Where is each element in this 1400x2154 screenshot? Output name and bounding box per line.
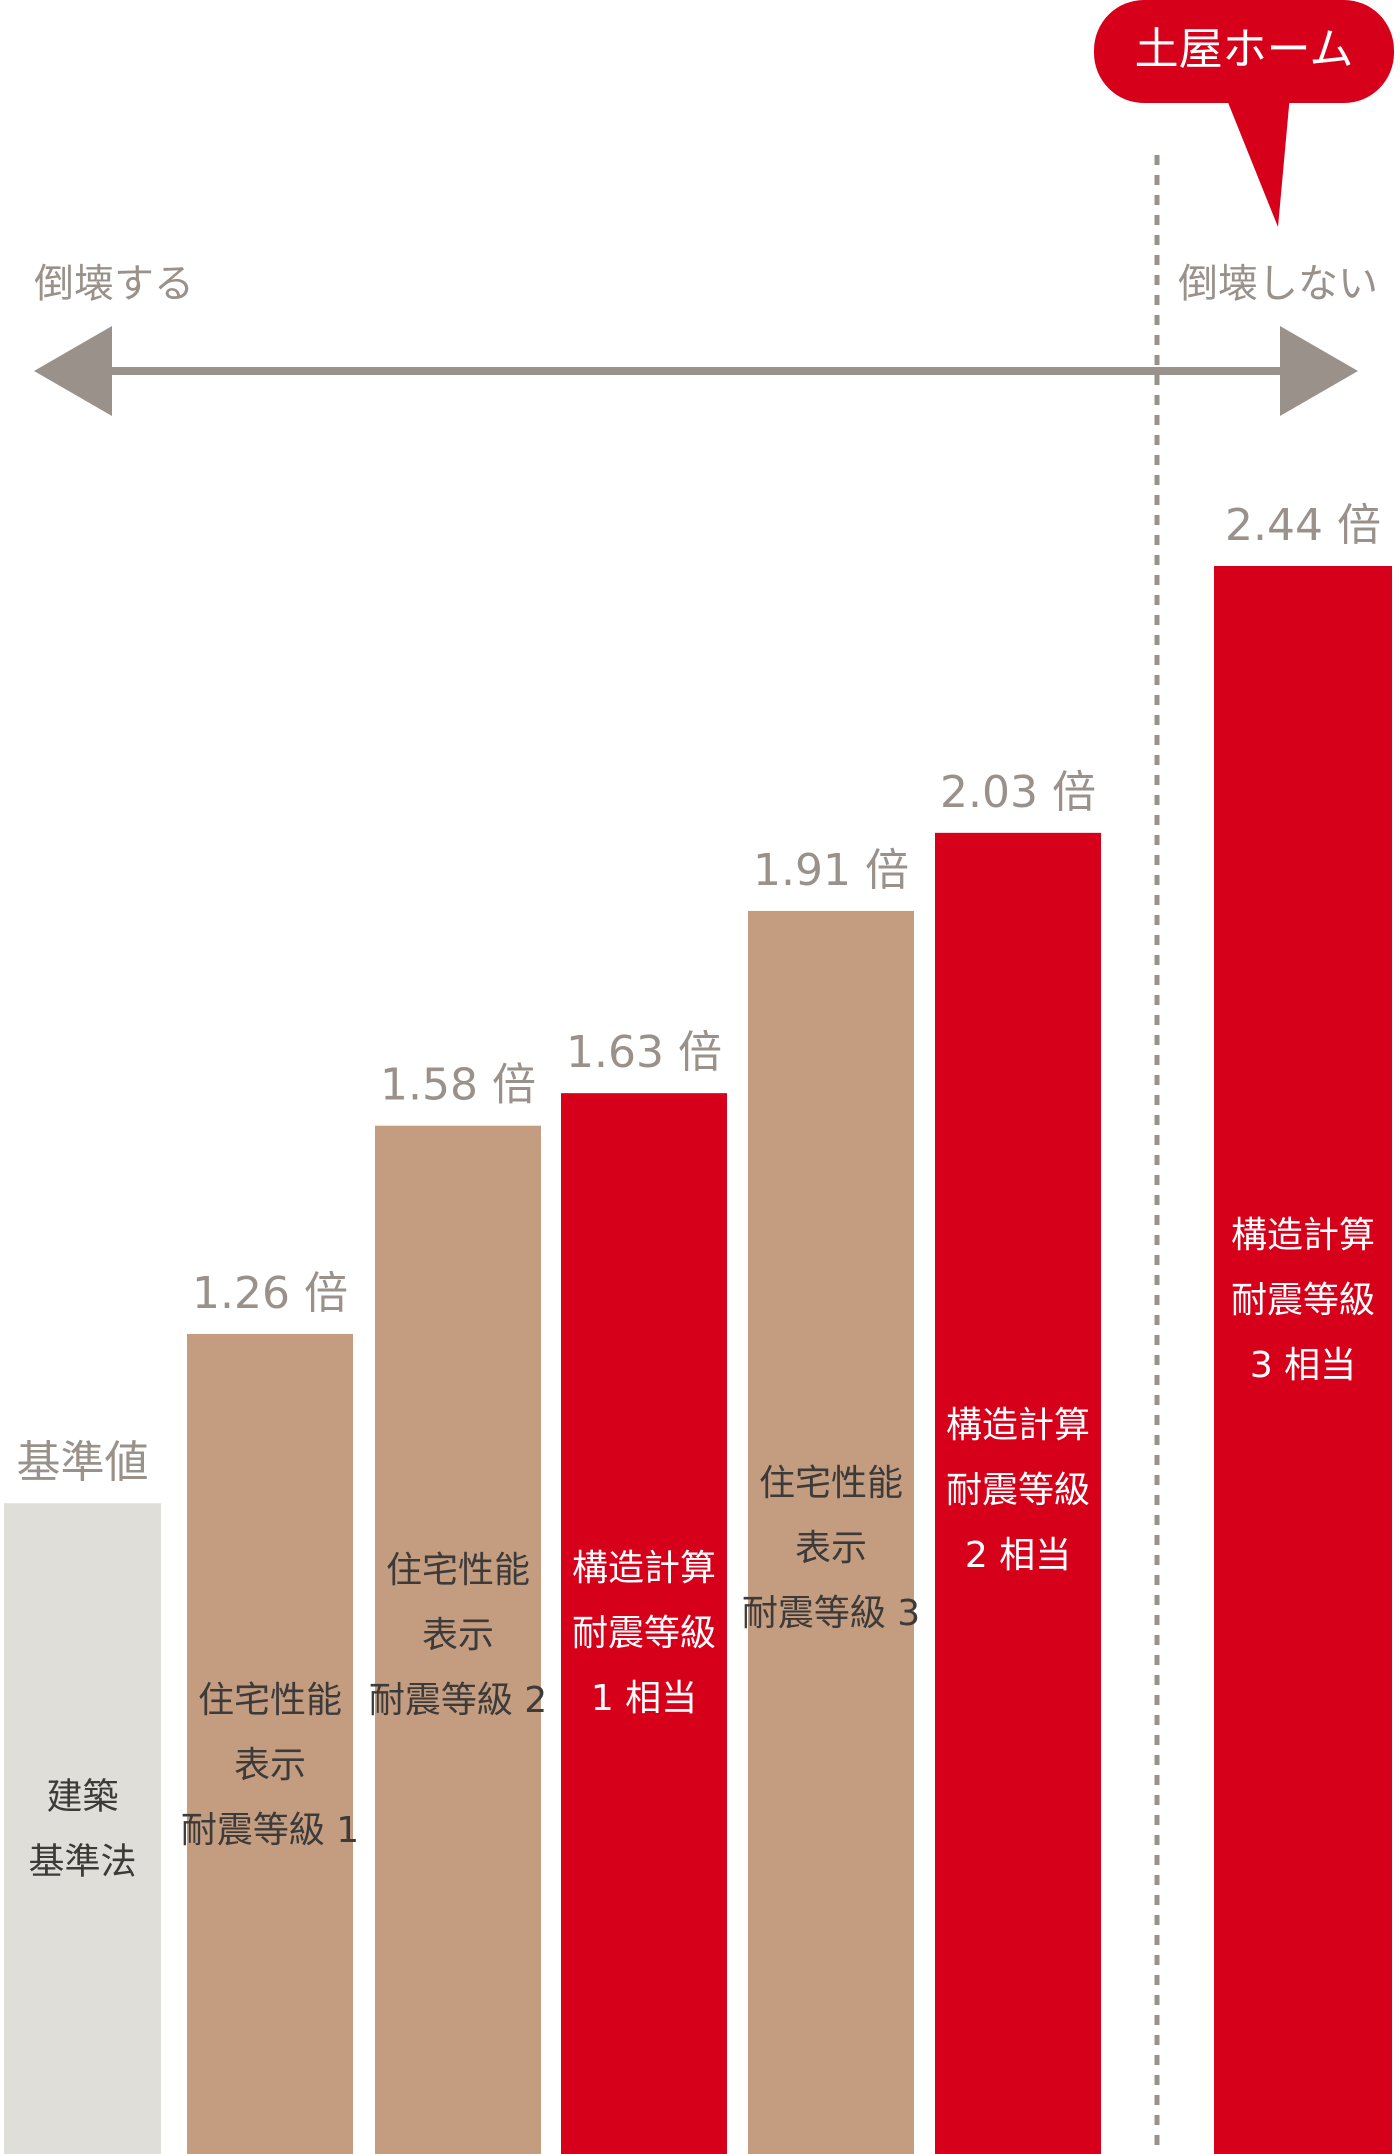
annotation-left: 倒壊する — [34, 261, 194, 307]
bar — [561, 1093, 727, 2154]
category-label: 表示 — [234, 1745, 306, 1786]
category-label: 建築 — [46, 1777, 118, 1818]
category-label: 耐震等級 — [572, 1613, 716, 1654]
value-label: 2.44 倍 — [1225, 500, 1381, 551]
bar — [935, 832, 1101, 2154]
callout-box — [1094, 0, 1394, 103]
category-label: 住宅性能 — [759, 1463, 903, 1504]
category-label: 構造計算 — [1231, 1215, 1375, 1256]
value-label: 1.58 倍 — [380, 1060, 536, 1111]
arrow-head-left — [34, 326, 112, 416]
category-label: 構造計算 — [572, 1548, 716, 1589]
category-label: 耐震等級 3 — [742, 1593, 920, 1634]
callout-tail — [1225, 95, 1290, 227]
value-label: 2.03 倍 — [940, 767, 1096, 818]
value-label: 1.91 倍 — [753, 845, 909, 896]
value-label: 基準値 — [17, 1437, 149, 1488]
annotation-right: 倒壊しない — [1178, 261, 1378, 307]
category-label: 表示 — [795, 1528, 867, 1569]
category-label: 3 相当 — [1250, 1345, 1356, 1386]
category-label: 2 相当 — [965, 1535, 1071, 1576]
category-label: 住宅性能 — [386, 1550, 530, 1591]
value-label: 1.63 倍 — [566, 1027, 722, 1078]
category-label: 住宅性能 — [198, 1680, 342, 1721]
category-label: 基準法 — [28, 1842, 136, 1883]
category-label: 表示 — [422, 1615, 494, 1656]
category-label: 構造計算 — [946, 1405, 1090, 1446]
value-label: 1.26 倍 — [192, 1268, 348, 1319]
category-label: 1 相当 — [591, 1678, 697, 1719]
category-label: 耐震等級 2 — [369, 1680, 547, 1721]
bar — [375, 1125, 541, 2154]
category-label: 耐震等級 — [1231, 1280, 1375, 1321]
bar — [1214, 566, 1392, 2154]
bar — [187, 1333, 353, 2154]
category-label: 耐震等級 1 — [181, 1810, 359, 1851]
arrow-head-right — [1280, 326, 1358, 416]
bar — [748, 910, 914, 2154]
callout-text: 土屋ホーム — [1135, 24, 1354, 75]
category-label: 耐震等級 — [946, 1470, 1090, 1511]
bar — [4, 1503, 161, 2154]
